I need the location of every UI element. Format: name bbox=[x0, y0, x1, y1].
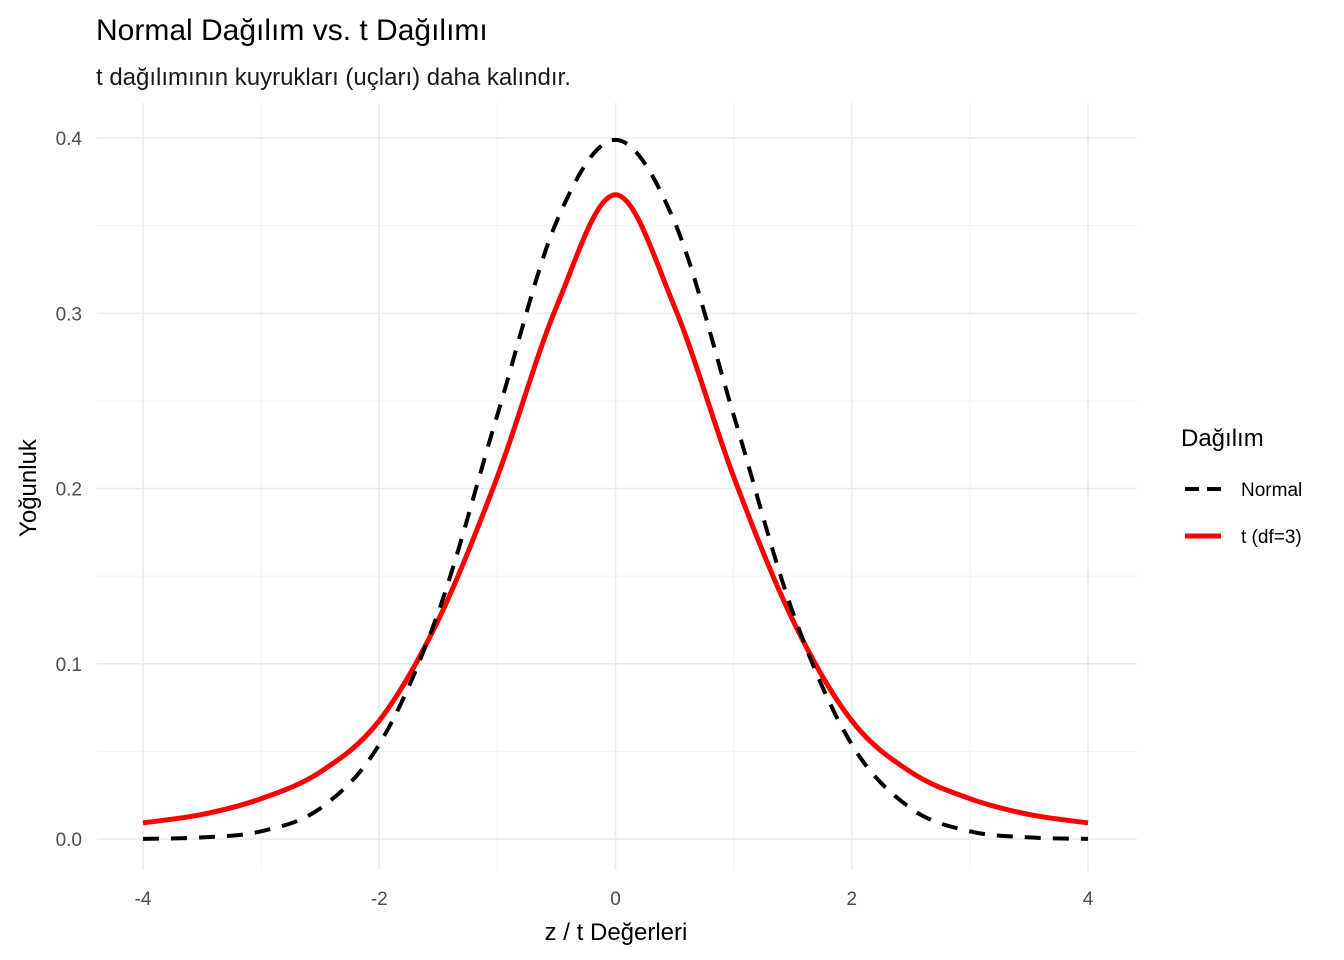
y-axis-ticks: 0.0 0.1 0.2 0.3 0.4 bbox=[56, 129, 83, 851]
legend-items: Normal t (df=3) bbox=[1185, 480, 1302, 548]
x-tick-label: -4 bbox=[135, 889, 152, 910]
y-tick-label: 0.0 bbox=[56, 830, 82, 851]
x-axis-ticks: -4 -2 0 2 4 bbox=[135, 889, 1094, 910]
y-tick-label: 0.2 bbox=[56, 480, 82, 501]
chart-title: Normal Dağılım vs. t Dağılımı bbox=[96, 14, 488, 47]
legend: Dağılım Normal t (df=3) bbox=[1181, 425, 1302, 548]
legend-label: t (df=3) bbox=[1241, 527, 1302, 548]
x-tick-label: 2 bbox=[846, 889, 857, 910]
chart-subtitle: t dağılımının kuyrukları (uçları) daha k… bbox=[96, 64, 571, 91]
x-tick-label: -2 bbox=[371, 889, 388, 910]
y-tick-label: 0.1 bbox=[56, 655, 82, 676]
y-tick-label: 0.3 bbox=[56, 304, 82, 325]
legend-title: Dağılım bbox=[1181, 425, 1264, 452]
series-line-normal bbox=[142, 137, 1089, 841]
grid-lines bbox=[97, 103, 1137, 870]
x-tick-label: 0 bbox=[610, 889, 621, 910]
plot-panel: -4 -2 0 2 4 0.0 0.1 0.2 0.3 0.4 bbox=[56, 103, 1137, 910]
series-lines bbox=[142, 137, 1089, 841]
y-axis-title: Yoğunluk bbox=[15, 438, 42, 537]
legend-label: Normal bbox=[1241, 480, 1302, 501]
x-tick-label: 4 bbox=[1083, 889, 1094, 910]
y-tick-label: 0.4 bbox=[56, 129, 83, 150]
series-line-t bbox=[142, 192, 1089, 826]
x-axis-title: z / t Değerleri bbox=[545, 919, 688, 946]
